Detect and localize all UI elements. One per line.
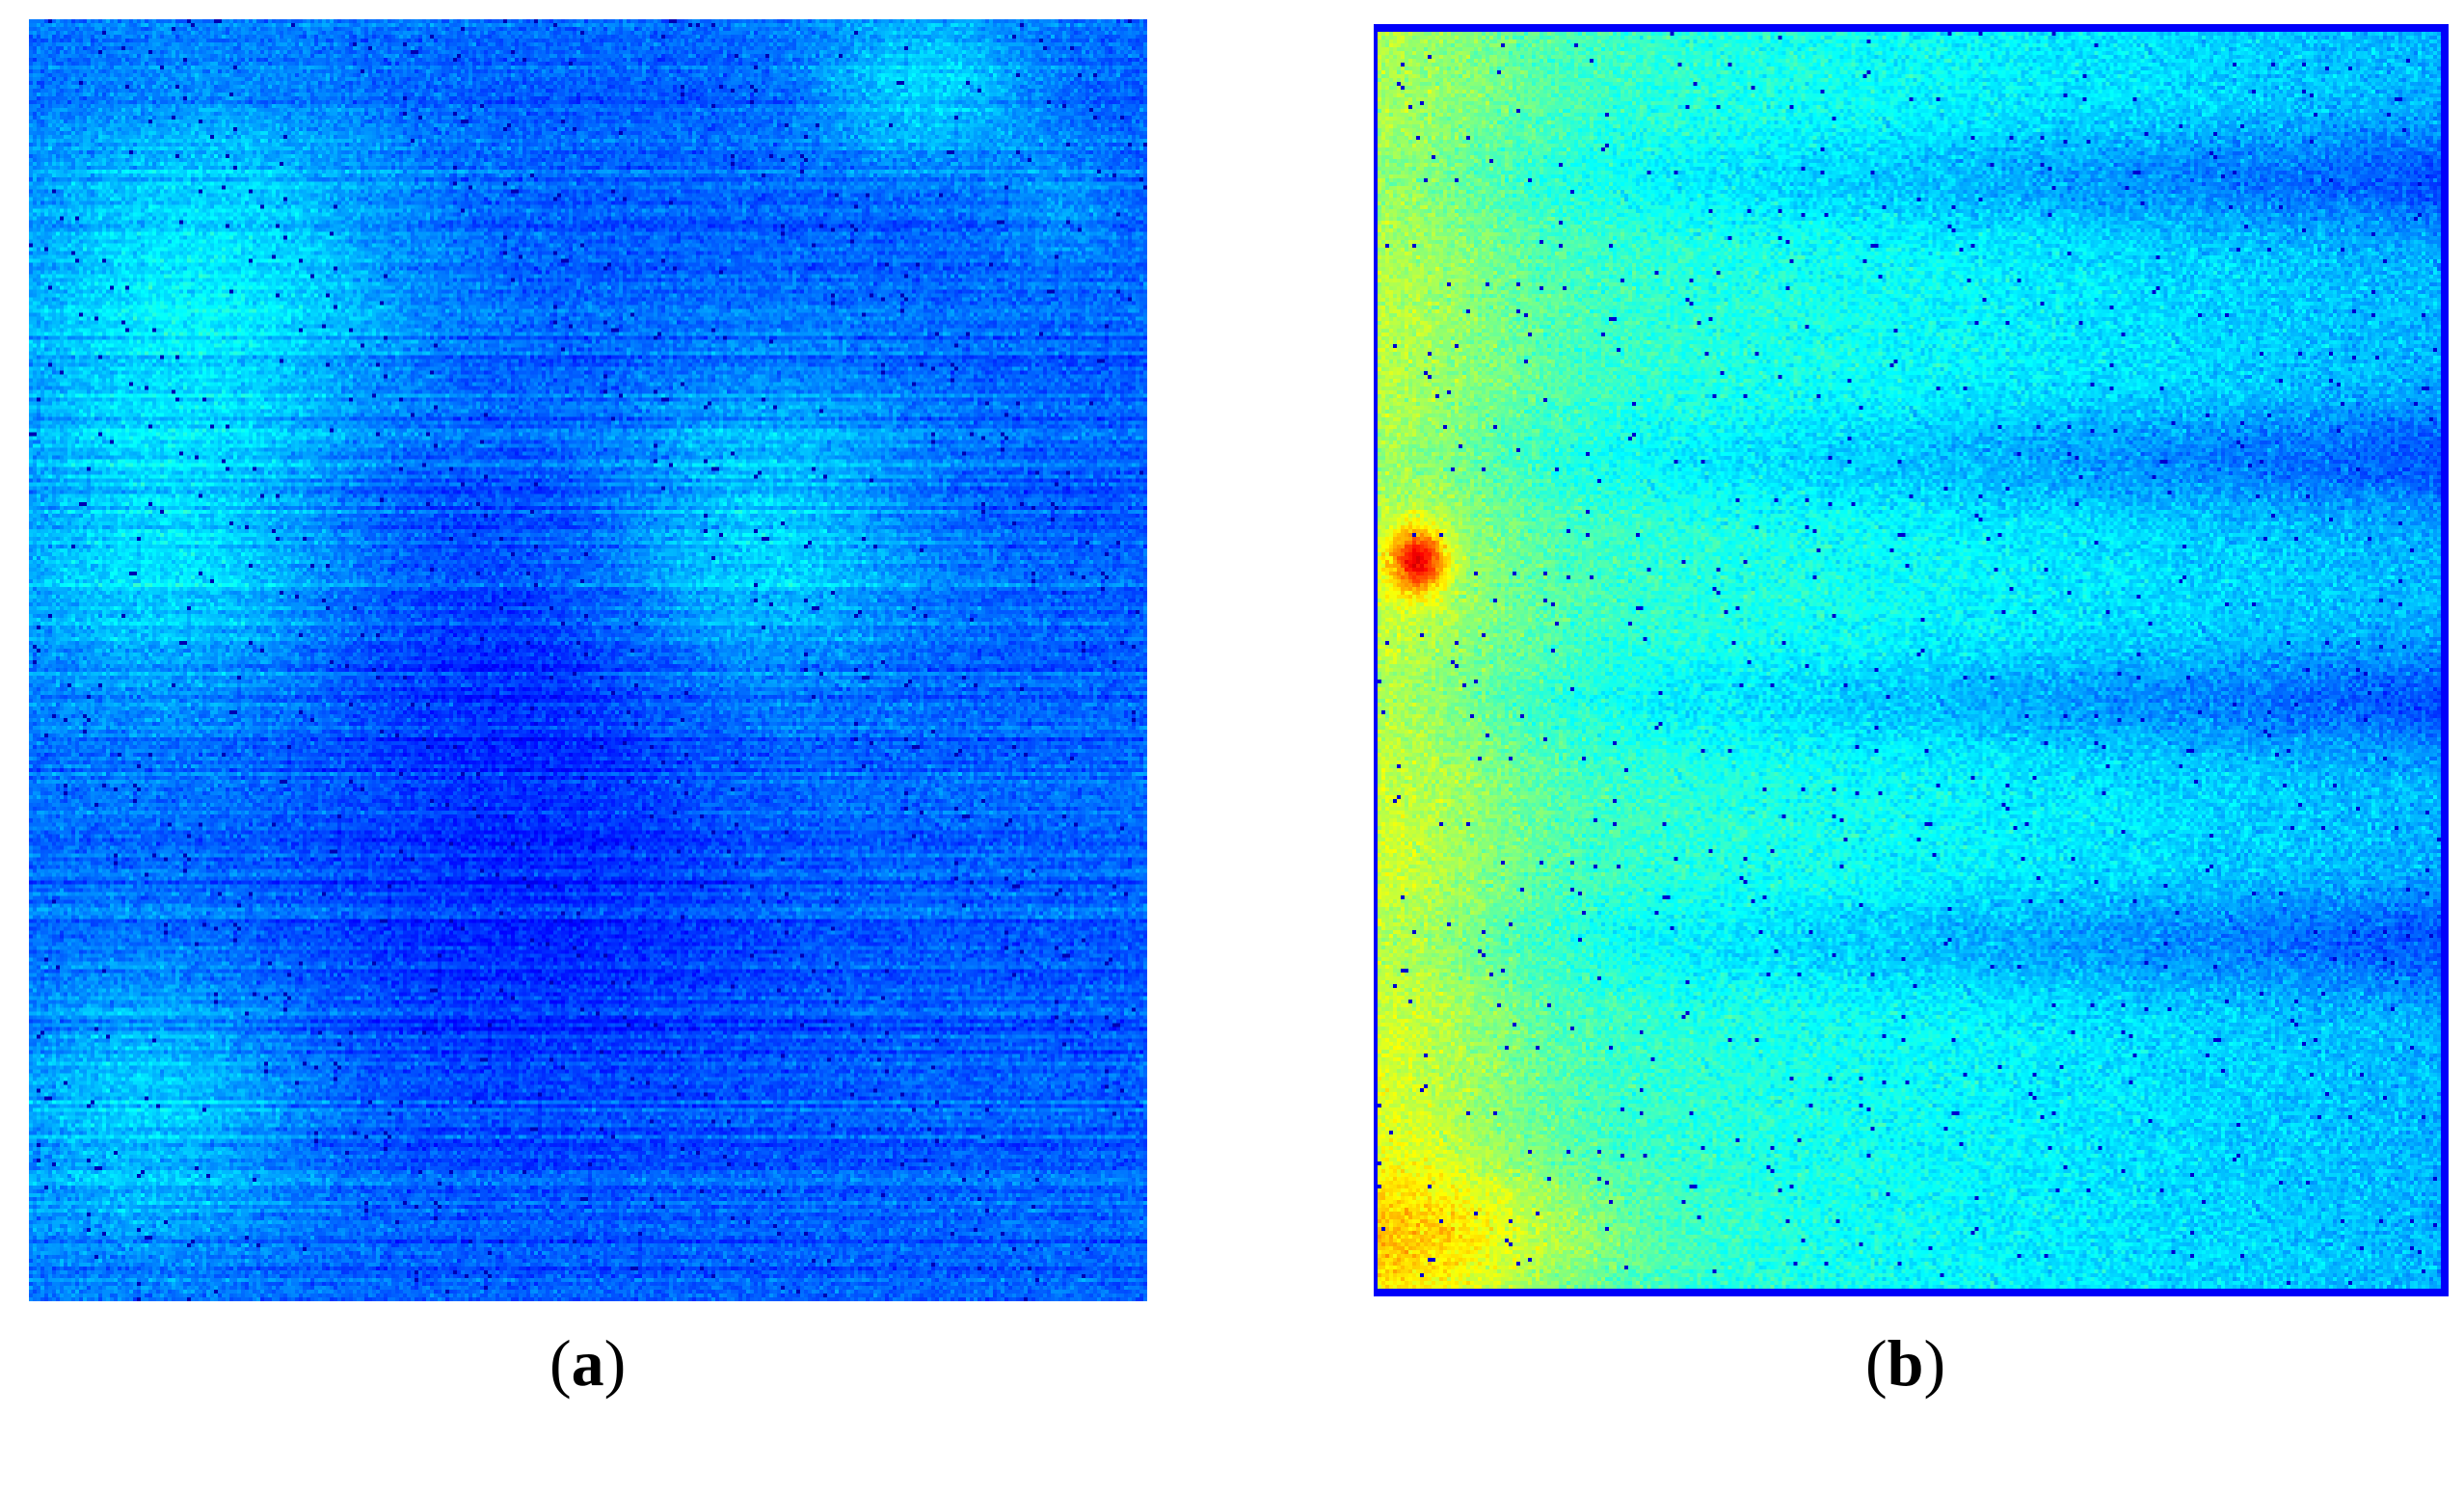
panel-a-caption: (a) bbox=[549, 1326, 627, 1400]
panel-b-heatmap bbox=[1374, 24, 2449, 1296]
panel-a-label: a bbox=[571, 1326, 604, 1400]
panel-b-caption: (b) bbox=[1865, 1326, 1946, 1400]
panel-b-image bbox=[1374, 24, 2449, 1296]
panel-b-label: b bbox=[1887, 1326, 1924, 1400]
panel-a-heatmap bbox=[29, 19, 1147, 1301]
panel-a-image bbox=[29, 19, 1147, 1301]
